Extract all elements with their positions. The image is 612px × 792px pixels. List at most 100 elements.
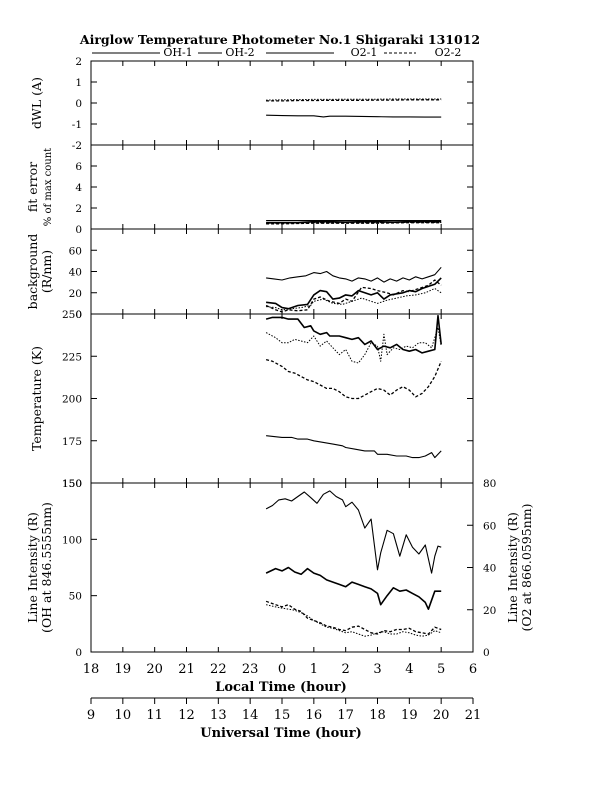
y-tick-label-intensity: 150	[62, 478, 82, 490]
x2-tick-label: 13	[210, 708, 227, 723]
x2-tick-label: 16	[306, 708, 323, 723]
y-tick-label-dwl: 0	[75, 98, 82, 110]
y2-tick-label-intensity: 60	[483, 520, 496, 532]
y-tick-label-dwl: -2	[72, 140, 82, 152]
panel-frame-bg	[90, 228, 474, 315]
y-tick-label-bg: 40	[69, 267, 82, 279]
y2-tick-label-intensity: 20	[483, 605, 496, 617]
x-axis-label: Local Time (hour)	[215, 680, 347, 695]
x-axis-local-time: 18 19 20 21 22 23 0 1 2 3 4 5 6	[83, 662, 477, 677]
x-tick-label: 2	[342, 662, 350, 677]
y-axis-label-temp: Temperature (K)	[29, 346, 44, 451]
series-oh-2-temp	[265, 314, 442, 354]
y-tick-label-temp: 175	[62, 436, 82, 448]
y-tick-label-fit: 6	[75, 161, 82, 173]
y-tick-label-temp: 250	[62, 309, 82, 321]
x2-tick-label: 11	[146, 708, 163, 723]
y-tick-label-temp: 200	[62, 394, 82, 406]
series-oh-1-bg	[266, 266, 442, 283]
x-tick-label: 23	[242, 662, 259, 677]
x-tick-label: 21	[178, 662, 195, 677]
y2-tick-label-intensity: 40	[483, 563, 496, 575]
y2-tick-label-intensity: 0	[483, 647, 490, 659]
series-o2-2-bg	[266, 288, 442, 311]
legend-label-oh1: OH-1	[163, 46, 192, 59]
chart-title: Airglow Temperature Photometer No.1 Shig…	[79, 32, 480, 47]
y-axis-label-dwl: dWL (A)	[29, 77, 44, 129]
y-tick-label-bg: 60	[69, 245, 82, 257]
series-o2-2-fit	[266, 222, 442, 224]
legend: OH-1 OH-2 O2-1 O2-2	[92, 46, 461, 59]
y-tick-label-intensity: 100	[62, 534, 82, 546]
y-axis-label-bg: background	[25, 234, 40, 310]
panel-fit: 6 4 2 0 fit error% of max count	[25, 144, 474, 236]
x2-axis-label: Universal Time (hour)	[200, 726, 362, 741]
y-axis-label-intensity: (OH at 846.5555nm)	[39, 502, 54, 633]
series-oh-1-intensity	[265, 490, 442, 574]
panel-dwl: 2 1 0 -1 -2 dWL (A)	[29, 56, 474, 152]
y2-axis-label-intensity: (O2 at 866.0595nm)	[519, 504, 534, 632]
y-tick-label-intensity: 50	[69, 591, 82, 603]
y-tick-label-fit: 4	[75, 182, 82, 194]
x-tick-label: 0	[278, 662, 286, 677]
series-o2-1-dwl	[266, 99, 442, 102]
x-tick-label: 18	[83, 662, 100, 677]
x-tick-label: 3	[373, 662, 381, 677]
y-axis-label-fit: % of max count	[43, 148, 54, 226]
y-tick-label-bg: 20	[69, 288, 82, 300]
x-tick-label: 20	[146, 662, 163, 677]
x-tick-label: 5	[437, 662, 445, 677]
legend-label-o21: O2-1	[351, 46, 378, 59]
x2-tick-label: 14	[242, 708, 259, 723]
series-oh-1-dwl	[266, 114, 442, 118]
series-o2-1-intensity	[265, 600, 442, 635]
x-tick-label: 1	[310, 662, 318, 677]
x-tick-label: 22	[210, 662, 227, 677]
y-tick-label-bg: 0	[75, 309, 82, 321]
y-tick-label-fit: 0	[75, 224, 82, 236]
x2-tick-label: 10	[115, 708, 132, 723]
x2-tick-label: 9	[87, 708, 95, 723]
y-tick-label-temp: 150	[62, 478, 82, 490]
x2-tick-label: 18	[369, 708, 386, 723]
y-axis-label-fit: fit error	[25, 162, 40, 212]
series-oh-1-temp	[266, 435, 442, 459]
x-axis-universal-time: 9 10 11 12 13 14 15 16 17 18 19 20 21	[87, 697, 482, 723]
y-axis-label-intensity: Line Intensity (R)	[25, 512, 40, 623]
legend-label-o22: O2-2	[435, 46, 462, 59]
x-tick-label: 19	[115, 662, 132, 677]
x2-tick-label: 21	[465, 708, 482, 723]
x2-tick-label: 15	[274, 708, 291, 723]
y-axis-label-bg: (R/nm)	[39, 250, 54, 293]
series-o2-1-fit	[266, 222, 442, 225]
x-tick-label: 4	[405, 662, 413, 677]
y-tick-label-temp: 225	[62, 351, 82, 363]
panel-frame-dwl	[90, 60, 474, 146]
x-tick-label: 6	[469, 662, 477, 677]
panel-bg: 60 40 20 0 background (R/nm)	[25, 228, 474, 321]
panel-frame-intensity	[90, 482, 474, 653]
x2-tick-label: 12	[178, 708, 195, 723]
series-oh-2-fit	[266, 220, 442, 224]
legend-label-oh2: OH-2	[225, 46, 254, 59]
x2-tick-label: 19	[401, 708, 418, 723]
series-oh-2-bg	[266, 277, 442, 310]
panel-temp: 250 225 200 175 150 Temperature (K)	[29, 309, 474, 490]
y2-tick-label-intensity: 80	[483, 478, 496, 490]
y-tick-label-dwl: 1	[75, 77, 82, 89]
x2-tick-label: 17	[337, 708, 354, 723]
x2-tick-label: 20	[433, 708, 450, 723]
y2-axis-label-intensity: Line Intensity (R)	[505, 512, 520, 623]
series-oh-2-intensity	[265, 566, 442, 610]
series-o2-2-temp	[265, 327, 442, 364]
y-tick-label-dwl: -1	[72, 119, 82, 131]
y-tick-label-fit: 2	[75, 203, 82, 215]
series-o2-2-dwl	[266, 98, 442, 101]
series-o2-1-temp	[265, 358, 442, 400]
panel-frame-fit	[90, 144, 474, 230]
y-tick-label-intensity: 0	[75, 647, 82, 659]
y-tick-label-dwl: 2	[75, 56, 82, 68]
